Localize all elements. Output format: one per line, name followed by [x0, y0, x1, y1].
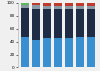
- Bar: [21, 5, 29, 8]
- Bar: [43, 9, 51, 38]
- Bar: [32, 5, 40, 9]
- Bar: [54, 38, 62, 67]
- Bar: [43, 6, 51, 9]
- Bar: [87, 6, 95, 9]
- Bar: [76, 3, 84, 6]
- Bar: [76, 9, 84, 37]
- Bar: [87, 3, 95, 6]
- Bar: [43, 3, 51, 6]
- Bar: [21, 3, 29, 5]
- Bar: [54, 9, 62, 38]
- Bar: [65, 3, 73, 6]
- Bar: [43, 38, 51, 67]
- Bar: [21, 8, 29, 37]
- Bar: [76, 6, 84, 9]
- Bar: [65, 9, 73, 38]
- Bar: [54, 3, 62, 6]
- Bar: [54, 6, 62, 9]
- Bar: [32, 9, 40, 40]
- Bar: [87, 9, 95, 37]
- Bar: [32, 3, 40, 5]
- Bar: [32, 40, 40, 67]
- Bar: [21, 37, 29, 67]
- Bar: [65, 38, 73, 67]
- Bar: [76, 37, 84, 67]
- Bar: [87, 37, 95, 67]
- Bar: [65, 6, 73, 9]
